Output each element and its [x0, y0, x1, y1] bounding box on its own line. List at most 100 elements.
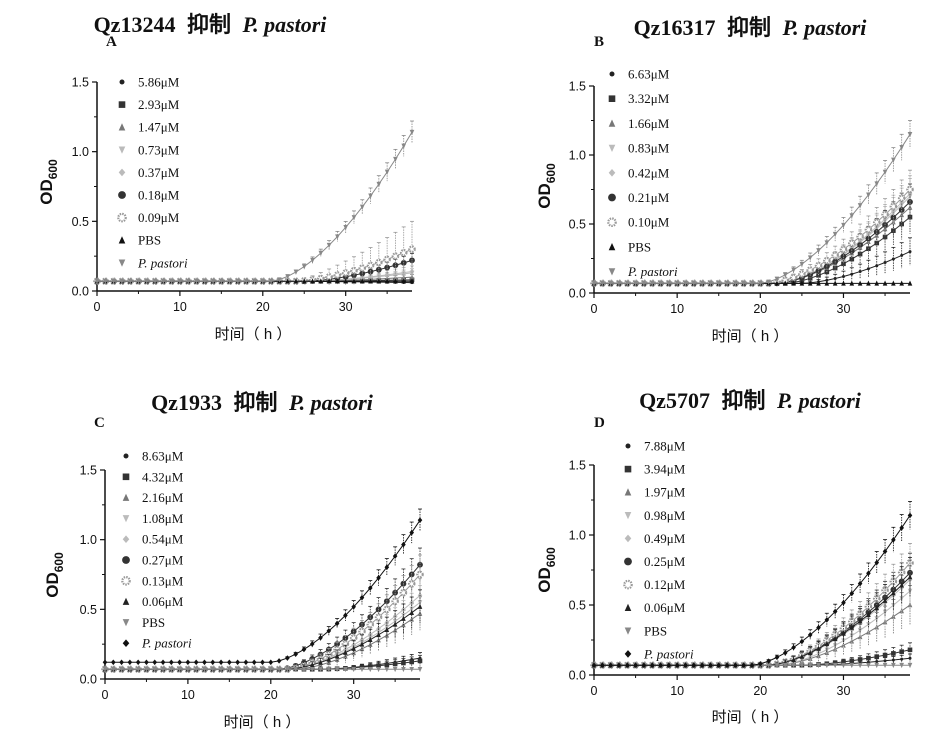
legend-item: 0.37μM: [119, 165, 180, 180]
data-point: [800, 262, 805, 267]
panel-letter: B: [594, 34, 604, 50]
data-point: [791, 268, 796, 273]
title-compound: Qz1933: [151, 390, 222, 415]
legend-item: 4.32μM: [123, 469, 184, 484]
legend-marker: [123, 515, 130, 522]
data-point: [874, 229, 880, 235]
legend-label: PBS: [142, 615, 165, 630]
data-point: [252, 659, 257, 665]
data-point: [359, 629, 364, 634]
data-point: [152, 659, 157, 665]
title-compound: Qz5707: [639, 388, 710, 413]
series: [592, 585, 913, 667]
data-point: [824, 258, 829, 263]
x-axis-title: 时间（ h ）: [712, 328, 789, 345]
data-point: [368, 263, 373, 268]
legend-marker: [119, 101, 126, 108]
data-point: [892, 258, 895, 261]
legend-label: 4.32μM: [142, 469, 184, 484]
data-point: [800, 639, 805, 645]
legend-marker: [123, 598, 130, 605]
legend-marker: [118, 191, 126, 199]
legend-item: 7.88μM: [626, 439, 686, 454]
title-verb: 抑制: [233, 390, 277, 415]
legend-label: 0.06μM: [142, 594, 184, 609]
legend-label: P. pastori: [643, 646, 694, 661]
x-tick-label: 30: [347, 688, 361, 702]
data-point: [791, 645, 796, 651]
y-axis-title-sub: 600: [52, 552, 66, 572]
legend-marker: [609, 120, 616, 127]
legend-marker: [122, 577, 129, 584]
legend-marker: [609, 169, 616, 177]
data-point: [816, 248, 821, 253]
legend-label: 0.98μM: [644, 508, 686, 523]
legend-label: 0.54μM: [142, 532, 184, 547]
legend-marker: [120, 80, 125, 85]
legend-marker: [119, 236, 126, 243]
legend-label: PBS: [138, 233, 161, 248]
title-verb: 抑制: [727, 15, 771, 40]
data-point: [210, 659, 215, 665]
legend-marker: [609, 243, 616, 250]
y-axis-title-sub: 600: [544, 547, 558, 567]
data-point: [310, 641, 315, 647]
data-point: [401, 250, 406, 255]
data-point: [882, 212, 887, 217]
panel-title: Qz13244 抑制 P. pastori: [94, 12, 328, 37]
data-point: [393, 254, 398, 259]
data-point: [186, 659, 191, 665]
data-point: [302, 264, 307, 269]
legend-label: 0.49μM: [644, 531, 686, 546]
data-point: [874, 654, 879, 659]
legend-label: 1.66μM: [628, 116, 670, 131]
data-point: [319, 251, 324, 256]
data-point: [393, 662, 398, 667]
legend-label: 2.16μM: [142, 490, 184, 505]
legend-item: 0.13μM: [122, 573, 183, 588]
data-point: [866, 227, 871, 232]
legend-marker: [118, 214, 125, 221]
legend-item: PBS: [123, 615, 165, 630]
y-tick-label: 0.0: [72, 285, 89, 299]
legend-item: P. pastori: [625, 646, 694, 661]
data-point: [891, 204, 896, 209]
y-axis-title-main: OD: [37, 179, 56, 205]
series-line: [594, 515, 910, 665]
title-species: P. pastori: [288, 390, 374, 415]
x-tick-label: 10: [173, 300, 187, 314]
series: [592, 501, 913, 668]
legend-item: 0.83μM: [609, 141, 670, 156]
data-point: [808, 255, 813, 260]
x-tick-label: 20: [256, 300, 270, 314]
x-tick-label: 30: [837, 684, 851, 698]
legend-marker: [609, 145, 616, 152]
legend-item: P. pastori: [609, 264, 678, 279]
y-tick-label: 0.5: [72, 215, 89, 229]
data-point: [401, 661, 406, 666]
data-point: [219, 659, 224, 665]
legend-marker: [123, 494, 130, 501]
x-axis-title: 时间（ h ）: [215, 326, 292, 343]
legend-item: 1.97μM: [625, 485, 686, 500]
x-tick-label: 10: [670, 302, 684, 316]
data-point: [202, 659, 207, 665]
x-tick-label: 0: [591, 302, 598, 316]
legend-label: 0.06μM: [644, 600, 686, 615]
data-point: [285, 655, 290, 661]
plot-area: 0.00.51.01.501020305.86μM2.93μM1.47μM0.7…: [72, 75, 415, 315]
legend-item: 0.54μM: [123, 532, 184, 547]
data-point: [268, 659, 273, 665]
data-point: [418, 659, 423, 664]
data-point: [858, 657, 863, 662]
y-tick-label: 1.5: [569, 459, 586, 473]
y-axis-title: OD600: [43, 552, 66, 598]
legend-marker: [624, 558, 632, 566]
x-tick-label: 10: [670, 684, 684, 698]
plot-area: 0.00.51.01.501020307.88μM3.94μM1.97μM0.9…: [569, 439, 913, 699]
data-point: [144, 659, 149, 665]
legend-label: 0.10μM: [628, 215, 670, 230]
legend-item: 0.98μM: [625, 508, 686, 523]
data-point: [899, 649, 904, 654]
